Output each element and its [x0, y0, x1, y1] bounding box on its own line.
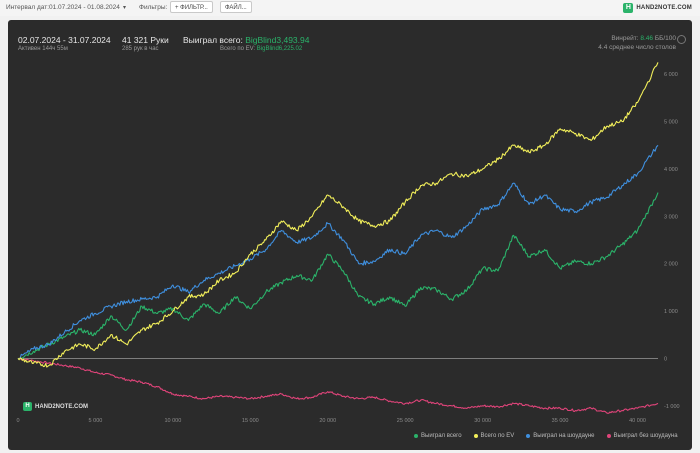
watermark: H HAND2NOTE.COM [23, 402, 88, 411]
x-tick-label: 15 000 [242, 418, 259, 424]
legend-dot-icon [606, 434, 611, 438]
legend-item-won[interactable]: Выиграл всего [414, 432, 462, 440]
chart-legend: Выиграл всего Всего по EV Выиграл на шоуда… [414, 432, 678, 440]
won-total-label: Выиграл всего: [183, 35, 243, 45]
series-line-showdown [17, 144, 659, 360]
series-line-ev [17, 62, 659, 368]
avg-tables-text: 4.4 среднее число столов [598, 44, 676, 51]
winrate-label: Винрейт: [611, 35, 639, 42]
legend-label: Выиграл всего [421, 433, 462, 439]
hands-per-hour: 285 рук в час [122, 46, 159, 52]
y-tick-label: 1 000 [664, 309, 678, 315]
y-tick-label: -1 000 [664, 404, 680, 410]
hand2note-logo-icon: H [623, 3, 634, 13]
hands-count: 41 321 Руки [122, 35, 169, 45]
date-interval-select[interactable]: 01.07.2024 - 01.08.2024 [49, 4, 120, 11]
period-text: 02.07.2024 - 31.07.2024 [18, 35, 111, 45]
x-tick-label: 40 000 [629, 418, 646, 424]
won-total-value: BigBlind3,493.94 [245, 35, 310, 45]
ev-total-value: BigBlind6,225.02 [256, 46, 303, 52]
hand2note-watermark-icon: H [23, 402, 32, 411]
add-filter-button[interactable]: + ФИЛЬТР... [170, 1, 213, 13]
legend-label: Выиграл без шоудауна [613, 433, 678, 439]
legend-label: Выиграл на шоудауне [533, 433, 595, 439]
legend-dot-icon [473, 434, 478, 438]
y-tick-label: 3 000 [664, 214, 678, 220]
x-tick-label: 30 000 [474, 418, 491, 424]
file-button[interactable]: ФАЙЛ... [220, 1, 252, 13]
x-tick-label: 5 000 [89, 418, 103, 424]
x-tick-label: 35 000 [552, 418, 569, 424]
x-tick-label: 10 000 [164, 418, 181, 424]
y-tick-label: 5 000 [664, 120, 678, 126]
y-tick-label: 0 [664, 356, 667, 362]
active-time-text: Активен 144ч 55м [18, 46, 68, 52]
winrate-value: 8.46 [640, 35, 653, 42]
legend-label: Всего по EV [480, 433, 515, 439]
date-interval-label: Интервал дат: [6, 4, 50, 11]
gear-icon[interactable] [677, 35, 686, 44]
legend-item-nonshowdown[interactable]: Выиграл без шоудауна [606, 432, 678, 440]
chevron-down-icon[interactable]: ▾ [123, 5, 127, 11]
watermark-text: HAND2NOTE.COM [35, 403, 89, 410]
y-tick-label: 4 000 [664, 167, 678, 173]
legend-item-ev[interactable]: Всего по EV [473, 432, 515, 440]
legend-item-showdown[interactable]: Выиграл на шоудауне [526, 432, 595, 440]
legend-dot-icon [526, 434, 531, 438]
x-tick-label: 0 [16, 418, 19, 424]
brand-logo: H HAND2NOTE.COM [623, 1, 692, 15]
filters-label: Фильтры: [139, 4, 168, 11]
ev-total-label: Всего по EV: [220, 46, 256, 52]
y-tick-label: 2 000 [664, 262, 678, 268]
top-toolbar: Интервал дат: 01.07.2024 - 01.08.2024 ▾ … [0, 0, 700, 16]
series-line-won [17, 192, 659, 360]
graph-panel: 02.07.2024 - 31.07.2024 Активен 144ч 55м… [8, 20, 692, 450]
series-line-nonshowdown [17, 357, 659, 414]
winrate-unit: ББ/100 [654, 35, 676, 42]
x-tick-label: 20 000 [319, 418, 336, 424]
line-chart: 6 000 5 000 4 000 3 000 2 000 1 000 0 -1 000 0 5 … [16, 62, 680, 424]
y-tick-label: 6 000 [664, 72, 678, 78]
x-tick-label: 25 000 [397, 418, 414, 424]
brand-logo-text: HAND2NOTE.COM [636, 5, 692, 11]
legend-dot-icon [414, 434, 418, 438]
